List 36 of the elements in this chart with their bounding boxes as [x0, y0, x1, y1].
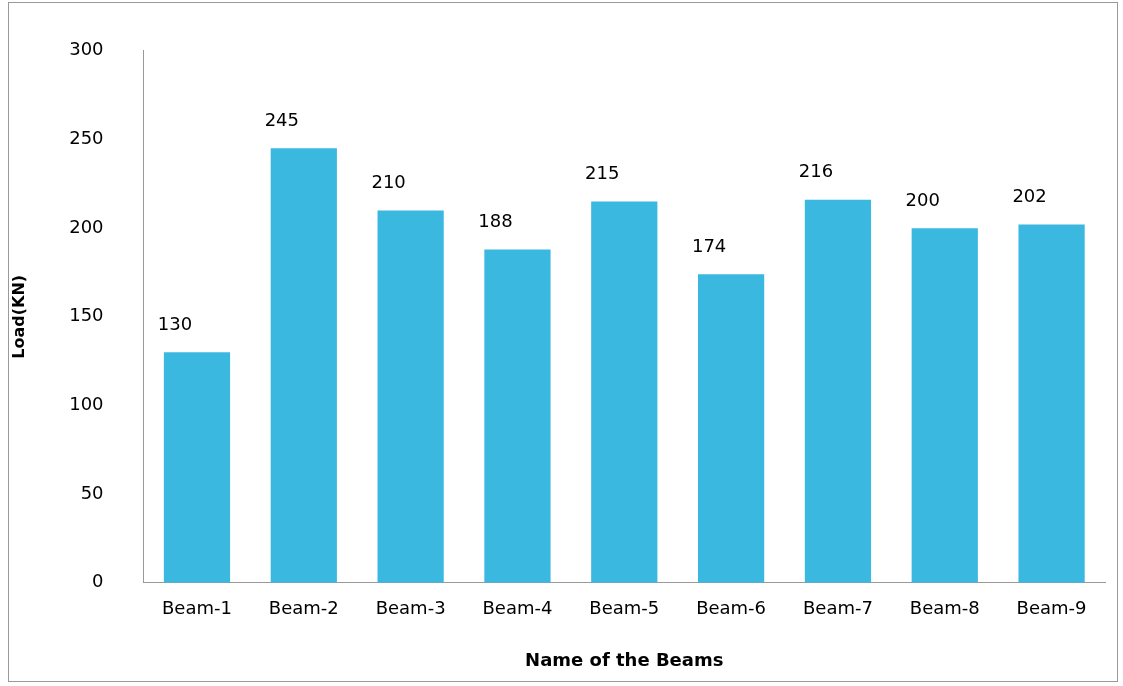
y-tick-label: 100: [69, 393, 104, 415]
x-tick-label: Beam-3: [375, 597, 446, 619]
bar: [697, 274, 765, 583]
x-tick-label: Beam-9: [1016, 597, 1087, 619]
bar: [270, 148, 337, 583]
y-tick-label: 200: [69, 215, 104, 237]
data-label: 174: [691, 234, 727, 256]
data-label: 202: [1012, 185, 1047, 207]
bar: [911, 228, 978, 583]
data-label: 245: [264, 109, 299, 131]
data-label: 210: [371, 171, 406, 193]
data-label: 215: [585, 162, 620, 184]
data-label: 200: [905, 188, 940, 210]
x-tick-label: Beam-5: [589, 597, 660, 619]
data-label: 216: [798, 160, 834, 182]
y-tick-label: 300: [69, 38, 104, 60]
x-axis-title: Name of the Beams: [525, 648, 724, 670]
x-tick-label: Beam-8: [909, 597, 980, 619]
x-tick-label: Beam-7: [802, 597, 873, 619]
bar: [1018, 224, 1085, 583]
bar: [484, 249, 551, 583]
bar: [591, 201, 658, 583]
data-label: 130: [157, 312, 193, 334]
bar: [163, 352, 231, 583]
bar: [804, 199, 872, 583]
y-tick-label: 50: [80, 481, 104, 503]
bar: [377, 210, 444, 583]
x-tick-label: Beam-4: [482, 597, 553, 619]
x-tick-label: Beam-6: [696, 597, 767, 619]
y-tick-label: 0: [92, 570, 104, 592]
x-tick-label: Beam-1: [162, 597, 232, 619]
y-axis-title: Load(KN): [8, 274, 28, 359]
y-tick-label: 250: [69, 127, 104, 149]
y-tick-label: 150: [69, 304, 104, 326]
data-label: 188: [478, 210, 513, 232]
x-tick-label: Beam-2: [268, 597, 339, 619]
